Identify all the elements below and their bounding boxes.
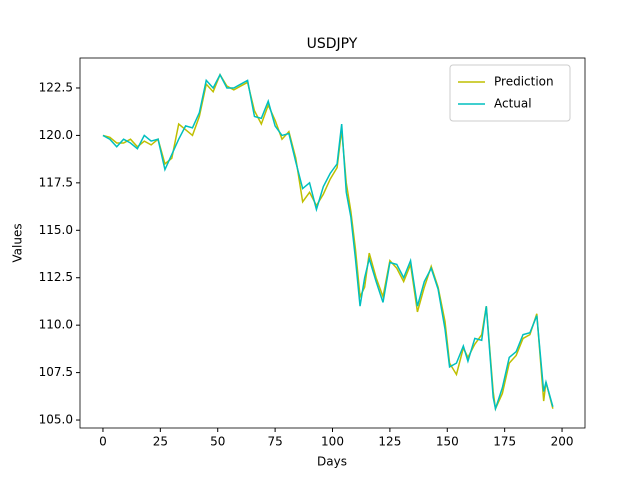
x-tick-label: 200 [551,435,574,449]
x-tick-label: 125 [378,435,401,449]
x-tick-label: 25 [153,435,168,449]
legend-label: Actual [494,97,532,111]
y-tick-label: 110.0 [39,318,73,332]
series-line [102,73,554,412]
y-axis-label: Values [11,223,25,262]
plot-frame [79,57,586,429]
legend-box [449,64,571,122]
y-tick-label: 105.0 [39,413,73,427]
x-tick-label: 175 [493,435,516,449]
x-tick-label: 150 [436,435,459,449]
x-tick-label: 100 [321,435,344,449]
y-tick-label: 107.5 [39,365,73,379]
y-tick-label: 122.5 [39,80,73,94]
x-axis-label: Days [317,455,347,469]
y-tick-label: 120.0 [39,128,73,142]
x-tick-label: 0 [99,435,107,449]
chart-title: USDJPY [307,36,358,52]
series-line [102,73,554,412]
y-tick-label: 117.5 [39,175,73,189]
x-tick-label: 50 [210,435,225,449]
y-tick-label: 112.5 [39,270,73,284]
x-tick-label: 75 [267,435,282,449]
legend-label: Prediction [494,75,554,89]
y-tick-label: 115.0 [39,223,73,237]
